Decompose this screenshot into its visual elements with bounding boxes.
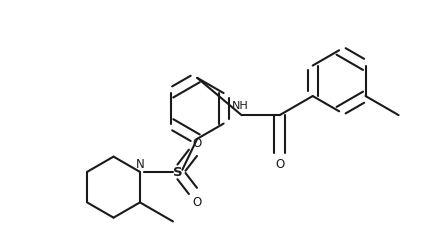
Text: NH: NH xyxy=(232,101,249,111)
Text: O: O xyxy=(192,136,202,149)
Text: O: O xyxy=(192,195,202,208)
Text: S: S xyxy=(173,166,183,179)
Text: O: O xyxy=(275,157,285,170)
Text: N: N xyxy=(136,157,144,170)
